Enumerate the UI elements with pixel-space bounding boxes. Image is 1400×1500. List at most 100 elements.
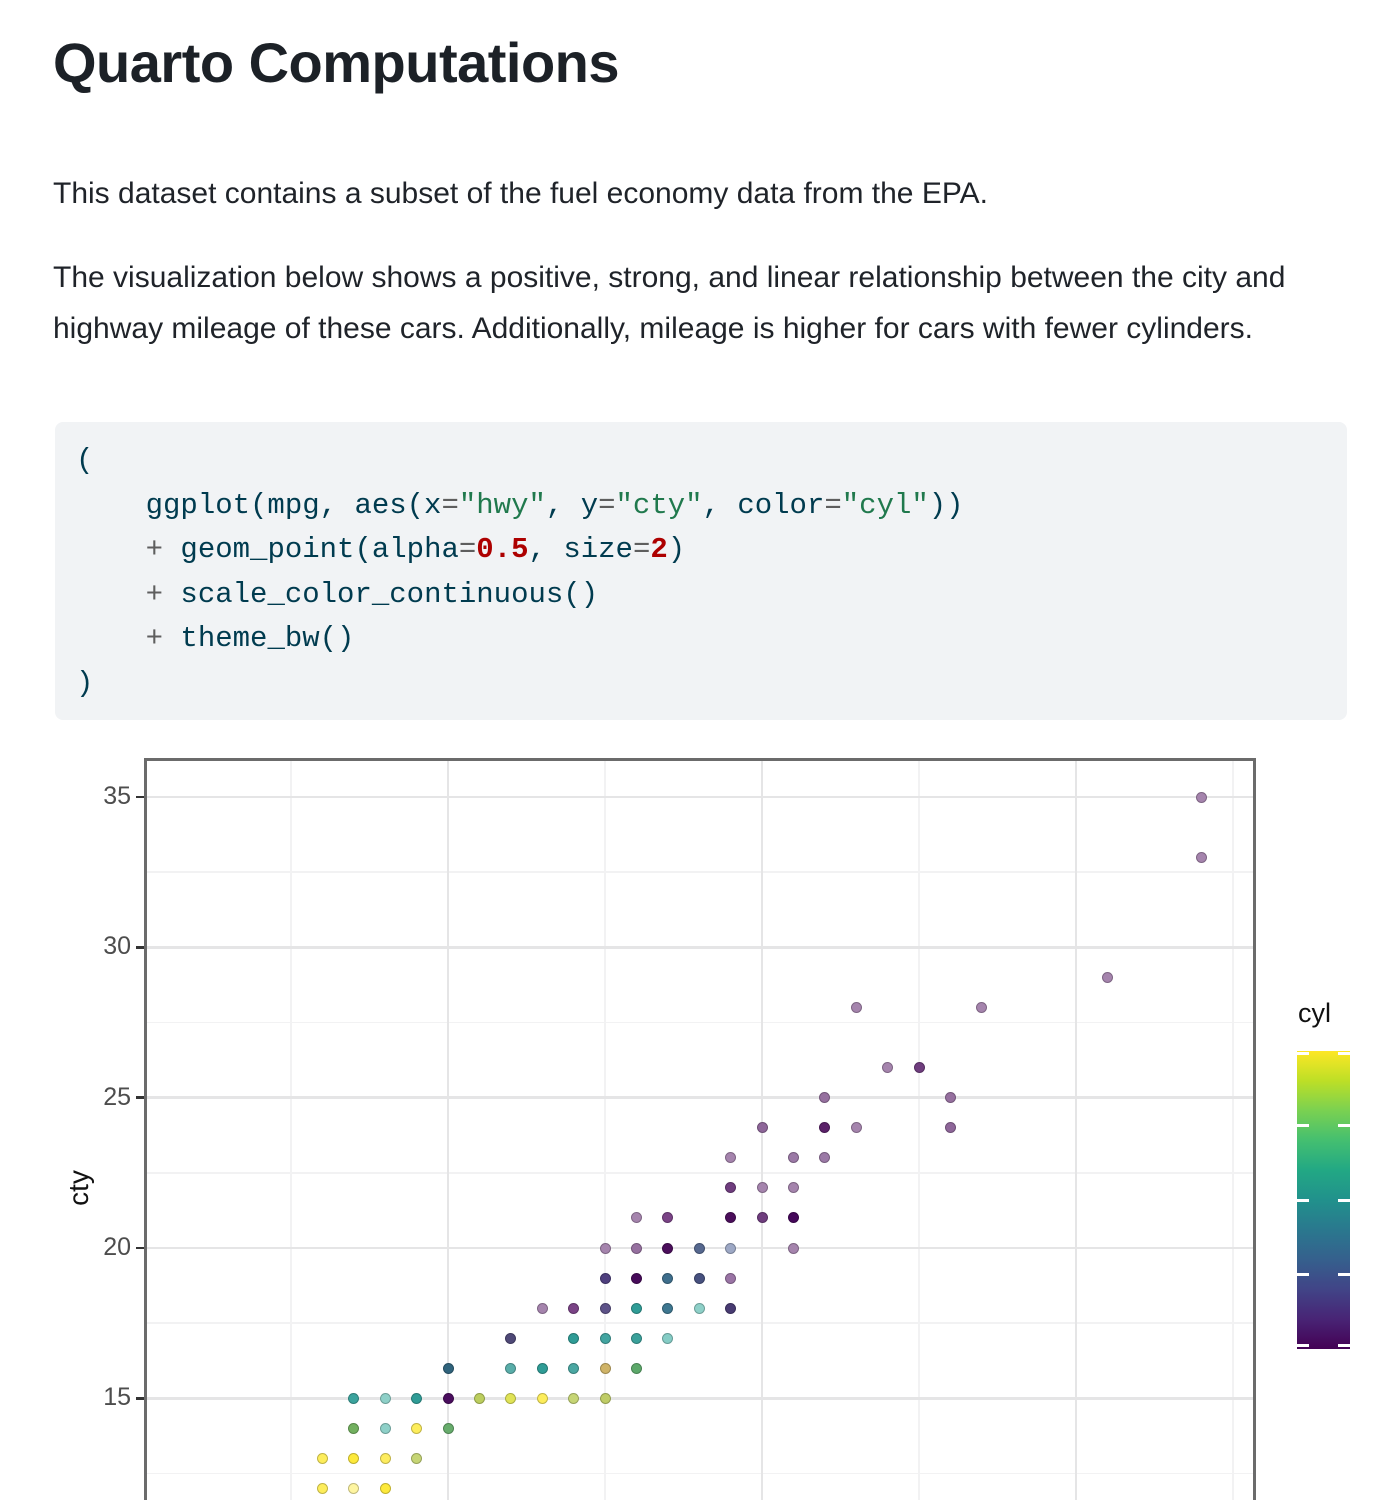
- y-tick-mark: [136, 1246, 145, 1250]
- colorbar-tick: [1338, 1343, 1350, 1347]
- data-point: [630, 1362, 642, 1374]
- gridline-major-y: [144, 946, 1256, 949]
- y-tick-mark: [136, 1096, 145, 1099]
- data-point: [599, 1272, 611, 1284]
- y-tick-label: 25: [103, 1082, 131, 1111]
- data-point: [882, 1062, 894, 1074]
- gridline-minor-y: [144, 1472, 1256, 1475]
- data-point: [505, 1362, 517, 1374]
- code-content: ( ggplot(mpg, aes(x="hwy", y="cty", colo…: [76, 439, 1327, 706]
- data-point: [913, 1062, 925, 1074]
- code-token-base: , color: [702, 488, 825, 522]
- data-point: [379, 1392, 391, 1404]
- data-point: [316, 1453, 328, 1465]
- colorbar-tick: [1297, 1273, 1309, 1276]
- data-point: [599, 1332, 611, 1344]
- data-point: [411, 1422, 423, 1434]
- data-point: [442, 1362, 454, 1374]
- code-token-base: scale_color_continuous(): [163, 577, 599, 611]
- data-point: [442, 1392, 454, 1404]
- data-point: [787, 1182, 799, 1194]
- gridline-minor-y: [144, 871, 1256, 873]
- code-line: (: [76, 439, 1327, 484]
- data-point: [536, 1302, 548, 1314]
- y-tick-mark: [136, 1397, 145, 1400]
- data-point: [725, 1242, 737, 1254]
- code-token-base: ): [76, 666, 94, 700]
- data-point: [850, 1122, 862, 1134]
- y-tick-label: 35: [103, 782, 131, 810]
- data-point: [725, 1212, 737, 1224]
- gridline-minor-x: [604, 758, 606, 1500]
- data-point: [850, 1001, 862, 1013]
- colorbar-tick: [1338, 1051, 1350, 1055]
- y-tick-label: 15: [103, 1383, 131, 1412]
- data-point: [693, 1272, 705, 1284]
- code-token-op: =: [598, 488, 616, 522]
- data-point: [630, 1302, 642, 1314]
- gridline-major-x: [446, 758, 450, 1500]
- description-paragraph: The visualization below shows a positive…: [53, 261, 1286, 345]
- colorbar-tick: [1297, 1124, 1309, 1127]
- data-point: [662, 1272, 674, 1284]
- plot-panel-border: [144, 758, 1256, 1500]
- code-token-base: geom_point(alpha: [163, 533, 459, 566]
- data-point: [662, 1242, 674, 1254]
- gridline-major-x: [1074, 758, 1078, 1500]
- y-tick-label: 20: [103, 1233, 131, 1262]
- data-point: [944, 1092, 956, 1104]
- data-point: [725, 1182, 737, 1194]
- data-point: [725, 1152, 737, 1164]
- colorbar-tick: [1297, 1198, 1309, 1202]
- gridline-minor-y: [144, 1021, 1256, 1024]
- page-title: Quarto Computations: [53, 31, 620, 94]
- data-point: [473, 1392, 485, 1404]
- y-axis-title: cty: [63, 1170, 94, 1206]
- data-point: [693, 1302, 705, 1314]
- data-point: [505, 1392, 517, 1404]
- code-token-base: (: [76, 444, 94, 477]
- data-point: [599, 1242, 611, 1254]
- gridline-minor-x: [290, 758, 292, 1500]
- data-point: [599, 1362, 611, 1374]
- data-point: [787, 1152, 799, 1164]
- code-token-op: +: [145, 533, 164, 566]
- data-point: [599, 1302, 611, 1314]
- data-point: [442, 1422, 454, 1434]
- intro-paragraph: This dataset contains a subset of the fu…: [53, 177, 988, 210]
- data-point: [505, 1332, 517, 1344]
- data-point: [411, 1392, 423, 1404]
- colorbar-tick: [1338, 1198, 1350, 1202]
- data-point: [630, 1332, 642, 1344]
- data-point: [819, 1092, 831, 1104]
- code-token-base: theme_bw(): [163, 622, 355, 655]
- code-token-op: =: [632, 533, 651, 566]
- gridline-minor-y: [144, 1172, 1256, 1174]
- data-point: [725, 1302, 737, 1314]
- code-token-op: +: [145, 577, 164, 611]
- code-token-base: , size: [528, 533, 633, 566]
- legend-title: cyl: [1298, 998, 1331, 1028]
- y-tick-label: 30: [103, 932, 131, 961]
- colorbar-tick: [1338, 1273, 1350, 1276]
- code-token-base: ggplot(mpg, aes(x: [76, 488, 442, 522]
- data-point: [348, 1483, 360, 1495]
- code-token-num: 0.5: [476, 533, 529, 566]
- gridline-major-y: [144, 1397, 1256, 1400]
- code-token-op: =: [824, 488, 842, 522]
- data-point: [630, 1272, 642, 1284]
- data-point: [1101, 971, 1113, 983]
- colorbar-tick: [1297, 1343, 1309, 1347]
- data-point: [756, 1122, 768, 1134]
- y-tick-mark: [136, 946, 145, 949]
- data-point: [348, 1453, 360, 1465]
- code-token-str: "cyl": [841, 488, 929, 522]
- data-point: [536, 1362, 548, 1374]
- code-token-num: 2: [650, 533, 668, 566]
- code-token-base: ): [667, 533, 686, 566]
- data-point: [316, 1483, 328, 1495]
- data-point: [976, 1001, 988, 1013]
- data-point: [662, 1302, 674, 1314]
- data-point: [379, 1422, 391, 1434]
